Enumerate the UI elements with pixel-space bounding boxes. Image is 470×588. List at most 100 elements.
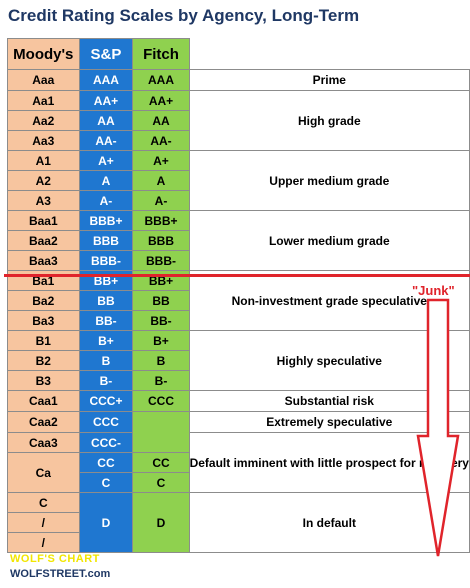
moodys-rating: B2 <box>7 350 80 371</box>
fitch-rating: B- <box>132 370 190 391</box>
fitch-rating: BB- <box>132 310 190 331</box>
sp-rating: AAA <box>78 69 134 91</box>
fitch-rating: CCC <box>132 390 190 412</box>
moodys-rating: Aa3 <box>7 130 80 151</box>
fitch-rating: A+ <box>132 150 190 171</box>
table-row: Ba3 BB- BB- <box>7 310 470 331</box>
table-row: Aa3 AA- AA- <box>7 130 470 151</box>
sp-rating: A- <box>78 190 134 211</box>
junk-threshold-line <box>4 274 470 277</box>
fitch-rating: AA+ <box>132 90 190 111</box>
table-row: Ca CC CC <box>7 452 470 493</box>
moodys-rating: A1 <box>7 150 80 171</box>
table-row: Caa1 CCC+ CCC Substantial risk <box>7 390 470 412</box>
grade-label: Highly speculative <box>188 330 470 391</box>
fitch-rating <box>132 411 190 453</box>
sp-rating: D <box>78 492 134 553</box>
grade-label: In default <box>188 492 470 553</box>
moodys-rating: Caa3 <box>7 432 80 453</box>
moodys-rating: Baa1 <box>7 210 80 231</box>
grade-label: Lower medium grade <box>188 210 470 271</box>
moodys-rating: C <box>7 492 80 513</box>
sp-rating: AA- <box>78 130 134 151</box>
sp-rating: BBB <box>78 230 134 251</box>
table-row: Aaa AAA AAA Prime <box>7 69 470 91</box>
table-row: Ba2 BB BB <box>7 290 470 311</box>
sp-rating: CC <box>78 452 134 473</box>
rating-table-body: Aaa AAA AAA Prime Aa1 AA+ AA+ High grade Aa2 AA AA… <box>7 69 470 553</box>
table-row: C D D In default <box>7 492 470 553</box>
sp-rating: A+ <box>78 150 134 171</box>
header-moodys: Moody's <box>7 38 80 70</box>
moodys-rating: Ca <box>7 452 80 493</box>
table-row: B2 B B <box>7 350 470 371</box>
moodys-rating: Aa1 <box>7 90 80 111</box>
header-fitch: Fitch <box>132 38 190 70</box>
fitch-rating: AA <box>132 110 190 131</box>
grade-label: High grade <box>188 90 470 151</box>
moodys-rating: Caa1 <box>7 390 80 412</box>
header-sp: S&P <box>78 38 134 70</box>
sp-rating: B <box>78 350 134 371</box>
header-grade <box>189 38 470 70</box>
table-row: B3 B- B- <box>7 370 470 391</box>
sp-rating: BBB- <box>78 250 134 271</box>
moodys-rating: / <box>7 532 80 553</box>
sp-rating: CCC <box>78 411 134 433</box>
table-row: Baa2 BBB BBB <box>7 230 470 251</box>
fitch-rating: B+ <box>132 330 190 351</box>
table-row: B1 B+ B+ Highly speculative <box>7 330 470 391</box>
fitch-rating: A <box>132 170 190 191</box>
moodys-rating: Aaa <box>7 69 80 91</box>
moodys-rating: A2 <box>7 170 80 191</box>
sp-rating: A <box>78 170 134 191</box>
grade-label: Substantial risk <box>188 390 470 412</box>
sp-rating: BBB+ <box>78 210 134 231</box>
moodys-rating: B3 <box>7 370 80 391</box>
sp-rating: CCC+ <box>78 390 134 412</box>
moodys-rating: Baa3 <box>7 250 80 271</box>
source-credit: WOLFSTREET.com <box>10 568 111 580</box>
fitch-rating: BBB- <box>132 250 190 271</box>
fitch-rating: C <box>132 472 190 493</box>
fitch-rating: BBB+ <box>132 210 190 231</box>
fitch-rating: BBB <box>132 230 190 251</box>
sp-rating: C <box>78 472 134 493</box>
sp-rating: BB <box>78 290 134 311</box>
moodys-rating: Baa2 <box>7 230 80 251</box>
fitch-rating: CC <box>132 452 190 473</box>
table-row: Aa2 AA AA <box>7 110 470 131</box>
sp-rating: B- <box>78 370 134 391</box>
grade-label: Prime <box>188 69 470 91</box>
table-row: Ba1 BB+ BB+ Non-investment grade speculativ… <box>7 270 470 331</box>
junk-arrow-icon <box>416 298 460 557</box>
fitch-rating: AA- <box>132 130 190 151</box>
table-row: A3 A- A- <box>7 190 470 211</box>
rating-table: Moody's S&P Fitch Aaa AAA AAA Prime Aa1 AA+ AA… <box>7 38 470 553</box>
sp-rating: B+ <box>78 330 134 351</box>
moodys-rating: Aa2 <box>7 110 80 131</box>
fitch-rating: B <box>132 350 190 371</box>
fitch-rating: A- <box>132 190 190 211</box>
watermark: WOLF'S CHART <box>10 553 100 565</box>
table-row: Caa3 CCC- Default imminent with little pro… <box>7 432 470 493</box>
moodys-rating: Caa2 <box>7 411 80 433</box>
table-row: Caa2 CCC Extremely speculative <box>7 411 470 453</box>
sp-rating: AA <box>78 110 134 131</box>
sp-rating: CCC- <box>78 432 134 453</box>
grade-label: Extremely speculative <box>188 411 470 433</box>
moodys-rating: Ba2 <box>7 290 80 311</box>
moodys-rating: B1 <box>7 330 80 351</box>
chart-title: Credit Rating Scales by Agency, Long-Ter… <box>8 6 360 25</box>
table-row: Baa1 BBB+ BBB+ Lower medium grade <box>7 210 470 271</box>
table-row: / <box>7 532 470 553</box>
table-row: Aa1 AA+ AA+ High grade <box>7 90 470 151</box>
fitch-rating: D <box>132 492 190 553</box>
fitch-rating: AAA <box>132 69 190 91</box>
moodys-rating: A3 <box>7 190 80 211</box>
moodys-rating: / <box>7 512 80 533</box>
grade-label: Non-investment grade speculative <box>188 270 470 331</box>
moodys-rating: Ba3 <box>7 310 80 331</box>
table-row: / <box>7 512 470 533</box>
